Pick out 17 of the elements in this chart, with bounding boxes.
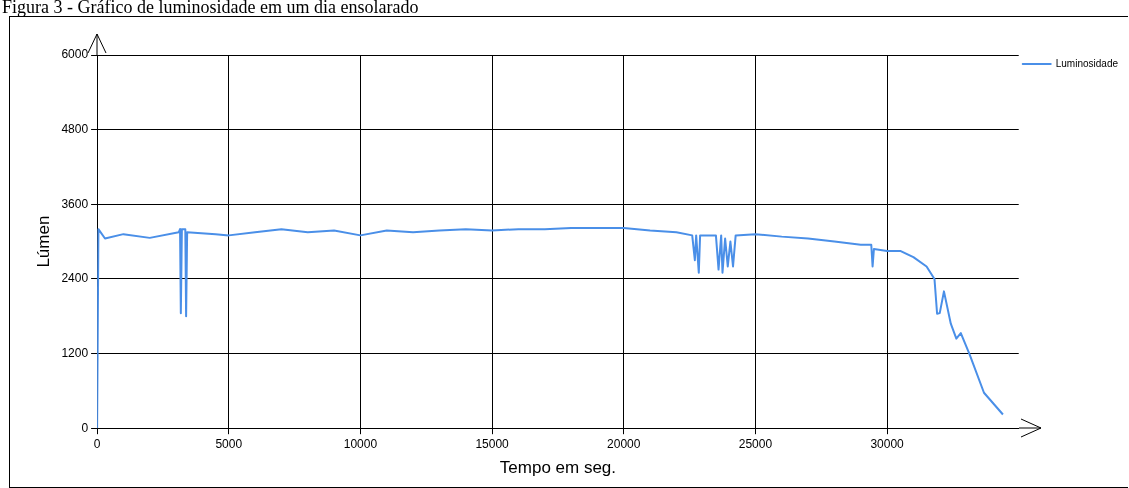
chart-title: Figura 3 - Gráfico de luminosidade em um dia ensolarado	[2, 0, 419, 18]
x-tick-label: 30000	[870, 436, 905, 451]
y-tick-label: 3600	[61, 196, 89, 211]
legend-label: Luminosidade	[1055, 57, 1119, 69]
x-tick-label: 10000	[343, 436, 378, 451]
y-tick-label: 1200	[61, 345, 89, 360]
x-tick-label: 20000	[607, 436, 641, 451]
x-tick-label: 15000	[475, 436, 510, 451]
y-tick-label: 2400	[61, 271, 89, 286]
x-tick-label: 25000	[738, 436, 773, 451]
y-tick-label: 0	[81, 420, 89, 435]
x-axis-title: Tempo em seg.	[499, 458, 617, 478]
y-tick-label: 4800	[61, 121, 89, 136]
x-tick-label: 0	[93, 436, 101, 451]
y-tick-label: 6000	[61, 47, 89, 62]
x-tick-label: 5000	[215, 436, 243, 451]
y-axis-title: Lúmen	[33, 215, 53, 268]
